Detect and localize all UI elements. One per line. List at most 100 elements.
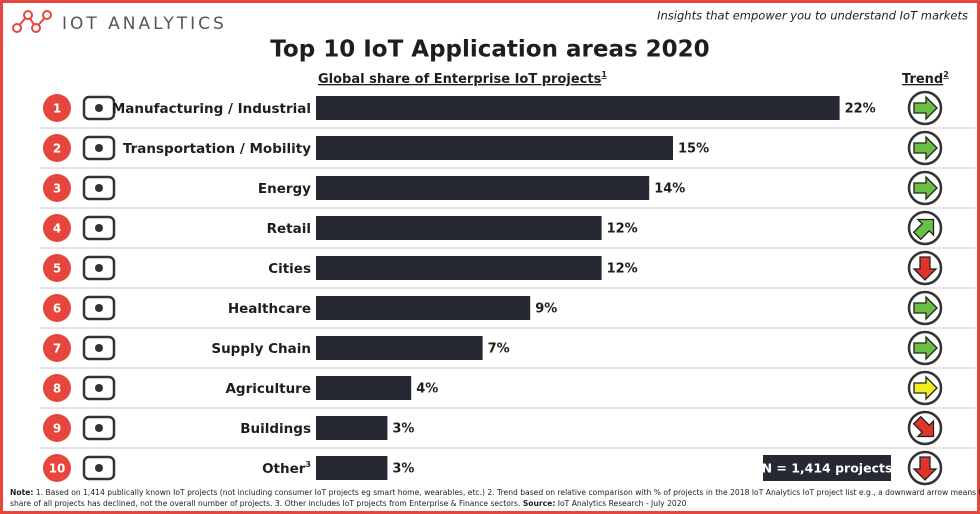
rank-badge (43, 334, 71, 362)
bar (316, 216, 602, 240)
trend-arrow (913, 95, 938, 121)
trend-arrow (912, 415, 935, 438)
rank-badge (43, 454, 71, 482)
icon (82, 335, 116, 361)
rank: 10 (49, 462, 66, 476)
logo-mark (12, 10, 52, 33)
rank: 5 (53, 262, 61, 276)
category-text: Cities (268, 261, 311, 277)
value-label: 12% (607, 222, 638, 237)
category-label: Buildings (240, 421, 311, 437)
rank-badge (43, 294, 71, 322)
trend-arrow (913, 335, 938, 361)
category-text: Retail (267, 221, 311, 237)
category-text: Transportation / Mobility (123, 141, 311, 157)
rank-badge (43, 414, 71, 442)
icon (95, 144, 103, 152)
trend-arrow (913, 135, 938, 161)
value-label: 9% (535, 302, 557, 317)
icon (82, 175, 116, 201)
value-label: 15% (678, 142, 709, 157)
category-label: Cities (268, 261, 311, 277)
rank-badge (43, 94, 71, 122)
icon (95, 104, 103, 112)
category-label: Supply Chain (211, 341, 311, 357)
bar (316, 256, 602, 280)
tagline: Insights that empower you to understand … (657, 9, 968, 23)
value-label: 4% (416, 382, 438, 397)
icon (82, 295, 116, 321)
rank: 1 (53, 102, 61, 116)
brand: IOT ANALYTICS (62, 14, 227, 34)
icon (95, 264, 103, 272)
trend-arrow (913, 375, 938, 401)
rank-badge (43, 214, 71, 242)
sample-box (763, 455, 891, 481)
value-label: 7% (488, 342, 510, 357)
category-text: Buildings (240, 421, 311, 437)
category-label: Energy (258, 181, 311, 197)
icon (95, 224, 103, 232)
icon (82, 455, 116, 481)
footnote-mark: 1 (601, 70, 607, 79)
trend-arrow (912, 456, 938, 481)
rank-badge (43, 134, 71, 162)
category-label: Retail (267, 221, 311, 237)
value-label: 3% (392, 462, 414, 477)
icon (95, 424, 103, 432)
chart-title: Top 10 IoT Application areas 2020 (270, 37, 709, 63)
trend-label-text: Trend (902, 72, 943, 87)
category-label: Healthcare (228, 301, 311, 317)
rank: 3 (53, 182, 61, 196)
icon (82, 255, 116, 281)
rank-badge (43, 254, 71, 282)
category-label: Manufacturing / Industrial (112, 101, 311, 117)
rank: 2 (53, 142, 61, 156)
category-text: Manufacturing / Industrial (112, 101, 311, 117)
category-text: Supply Chain (211, 341, 311, 357)
trend-label: Trend2 (902, 70, 949, 87)
bar (316, 336, 483, 360)
rank: 9 (53, 422, 61, 436)
icon (95, 344, 103, 352)
rank: 7 (53, 342, 61, 356)
x-label: Global share of Enterprise IoT projects1 (318, 70, 607, 87)
rank-badge (43, 174, 71, 202)
trend-arrow (913, 175, 938, 201)
value-label: 22% (845, 102, 876, 117)
rows: 1 Manufacturing / Industrial 22% 2 Transport… (40, 90, 975, 486)
rank: 8 (53, 382, 61, 396)
trend-arrow (912, 256, 938, 281)
bar (316, 376, 412, 400)
trend-arrow (913, 295, 938, 321)
category-text: Other (262, 461, 306, 477)
category-label: Transportation / Mobility (123, 141, 311, 157)
footnote-mark: 3 (305, 460, 311, 469)
category-text: Energy (258, 181, 311, 197)
icon (95, 184, 103, 192)
icon (95, 304, 103, 312)
bar (316, 416, 388, 440)
category-text: Healthcare (228, 301, 311, 317)
rank: 6 (53, 302, 61, 316)
icon (82, 95, 116, 121)
category-label: Other3 (262, 460, 311, 478)
note: share of all projects has declined, not … (10, 499, 687, 508)
category-text: Agriculture (225, 381, 311, 397)
value-label: 14% (654, 182, 685, 197)
sample-size: N = 1,414 projects (762, 461, 893, 476)
trend-arrow (912, 218, 935, 241)
bar (316, 176, 650, 200)
source-label: Source: (523, 499, 556, 508)
note-text: 1. Based on 1,414 publically known IoT p… (36, 488, 980, 497)
icon (82, 215, 116, 241)
bar (316, 96, 840, 120)
icon (82, 375, 116, 401)
rank-badge (43, 374, 71, 402)
bar (316, 456, 388, 480)
icon (95, 384, 103, 392)
value-label: 12% (607, 262, 638, 277)
source: IoT Analytics Research - July 2020 (558, 499, 687, 508)
x-label-text: Global share of Enterprise IoT projects (318, 72, 602, 87)
